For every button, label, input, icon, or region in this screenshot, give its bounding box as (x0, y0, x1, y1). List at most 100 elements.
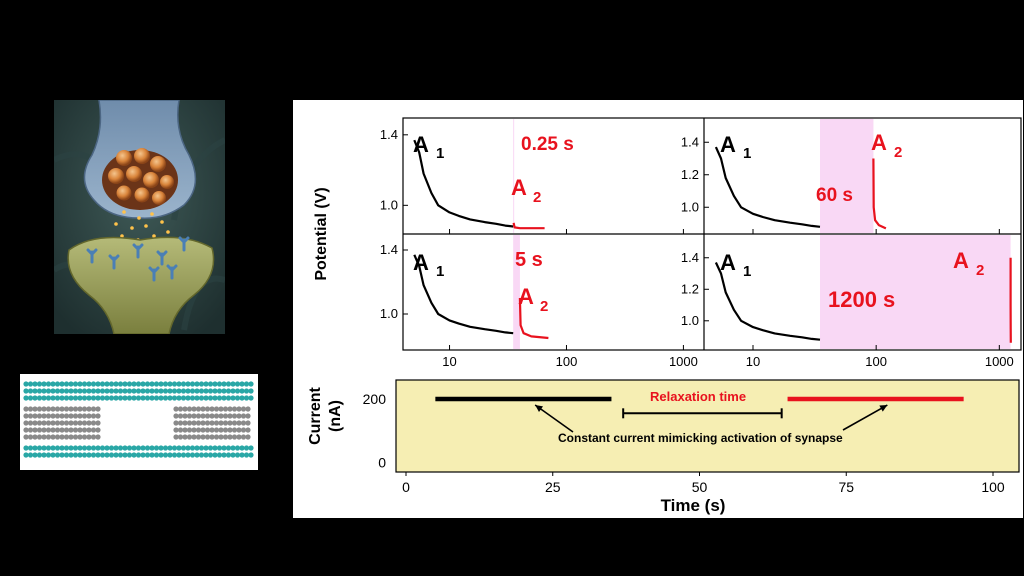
teal-layer-bead (162, 395, 169, 401)
gray-layer-bead (68, 413, 74, 419)
teal-layer-bead (86, 381, 92, 387)
gray-layer-bead (236, 406, 242, 412)
teal-layer-bead (95, 388, 101, 394)
gray-layer-bead (213, 406, 220, 412)
gray-layer-bead (45, 413, 52, 419)
gray-layer-bead (236, 420, 242, 426)
gray-layer-bead (23, 434, 29, 440)
panel-2-a2-label: A (871, 130, 887, 155)
gray-layer-bead (200, 406, 206, 412)
gray-layer-bead (63, 420, 70, 426)
gray-layer-bead (186, 420, 193, 426)
gray-layer-bead (90, 427, 97, 433)
gray-layer-bead (209, 434, 215, 440)
teal-layer-bead (41, 452, 47, 458)
gray-layer-bead (32, 427, 38, 433)
teal-layer-bead (234, 395, 241, 401)
gray-layer-bead (182, 420, 188, 426)
gray-layer-bead (72, 413, 79, 419)
gray-layer-bead (173, 413, 179, 419)
teal-layer-bead (117, 445, 124, 451)
gray-layer-bead (23, 420, 29, 426)
teal-layer-bead (162, 388, 169, 394)
panel-3-relaxation-region (513, 235, 520, 349)
teal-layer-bead (198, 445, 205, 451)
panel-2-a2-curve (872, 158, 887, 230)
gray-layer-bead (50, 406, 56, 412)
gray-layer-bead (68, 420, 74, 426)
teal-layer-bead (225, 452, 232, 458)
teal-layer-bead (167, 452, 173, 458)
panel-1-a1-label: A (413, 132, 429, 157)
panel-1-ytick-label: 1.4 (380, 127, 398, 142)
teal-layer-bead (221, 388, 227, 394)
teal-layer-bead (239, 381, 245, 387)
teal-layer-bead (158, 381, 164, 387)
teal-layer-bead (104, 388, 110, 394)
teal-layer-bead (117, 381, 124, 387)
gray-layer-bead (227, 406, 233, 412)
gray-layer-bead (72, 434, 79, 440)
gray-layer-bead (86, 406, 92, 412)
teal-layer-bead (180, 395, 187, 401)
panel-4-xtick-label: 10 (746, 354, 760, 369)
gray-layer-bead (200, 434, 206, 440)
gray-layer-bead (222, 427, 229, 433)
gray-layer-bead (90, 420, 97, 426)
teal-layer-bead (171, 445, 178, 451)
teal-layer-bead (194, 388, 200, 394)
teal-layer-bead (243, 395, 250, 401)
gray-layer-bead (213, 413, 220, 419)
gray-layer-bead (182, 427, 188, 433)
teal-layer-bead (59, 395, 65, 401)
teal-layer-bead (153, 445, 160, 451)
panel-3-a2-sub: 2 (540, 298, 548, 315)
teal-layer-bead (180, 445, 187, 451)
gray-layer-bead (200, 427, 206, 433)
teal-layer-bead (68, 445, 74, 451)
current-xtick-label: 100 (981, 479, 1005, 495)
gray-layer-bead (204, 427, 211, 433)
gray-layer-bead (177, 420, 184, 426)
teal-layer-bead (212, 445, 218, 451)
gray-layer-bead (23, 413, 29, 419)
teal-layer-bead (212, 395, 218, 401)
teal-layer-bead (212, 388, 218, 394)
teal-layer-bead (45, 445, 52, 451)
teal-layer-bead (180, 381, 187, 387)
current-xtick-label: 75 (838, 479, 854, 495)
current-ytick-label: 0 (378, 454, 386, 470)
gray-layer-bead (90, 413, 97, 419)
gray-layer-bead (213, 420, 220, 426)
gray-layer-bead (231, 420, 238, 426)
teal-layer-bead (122, 388, 128, 394)
panel-1-a2-sub: 2 (533, 189, 541, 206)
panel-2-ytick-label: 1.2 (681, 167, 699, 182)
gray-layer-bead (32, 413, 38, 419)
gray-layer-bead (218, 420, 224, 426)
teal-layer-bead (99, 388, 106, 394)
gray-layer-bead (195, 427, 202, 433)
teal-layer-bead (81, 388, 88, 394)
teal-layer-bead (243, 445, 250, 451)
gray-layer-bead (236, 413, 242, 419)
teal-layer-bead (81, 381, 88, 387)
panel-4-a2-sub: 2 (976, 262, 984, 279)
teal-layer-bead (36, 395, 43, 401)
panel-1-relaxation-label: 0.25 s (521, 134, 574, 155)
layered-material-illustration (20, 374, 258, 470)
gray-layer-bead (95, 406, 101, 412)
teal-layer-bead (194, 452, 200, 458)
gray-layer-bead (81, 420, 88, 426)
teal-layer-bead (86, 452, 92, 458)
teal-layer-bead (198, 452, 205, 458)
gray-layer-bead (218, 406, 224, 412)
teal-layer-bead (126, 381, 133, 387)
teal-layer-bead (63, 395, 70, 401)
panel-3-relaxation-label: 5 s (515, 249, 543, 271)
teal-layer-bead (185, 452, 191, 458)
gray-layer-bead (213, 434, 220, 440)
teal-layer-bead (189, 381, 196, 387)
gray-layer-bead (45, 434, 52, 440)
teal-layer-bead (248, 395, 254, 401)
